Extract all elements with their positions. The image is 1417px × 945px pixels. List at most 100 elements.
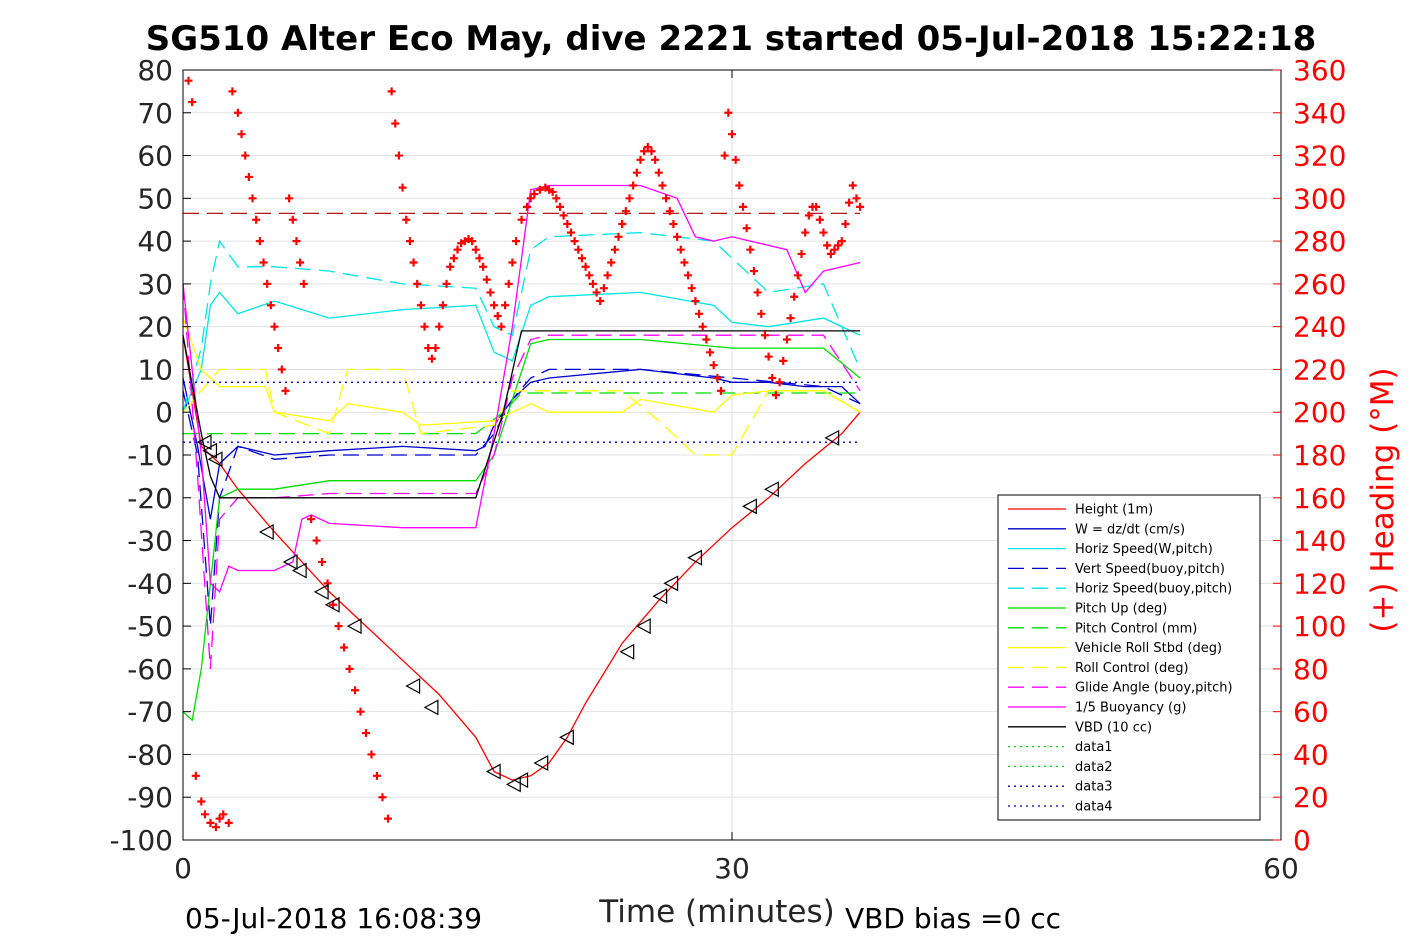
- heading-point: [493, 311, 502, 320]
- heading-point: [555, 202, 564, 211]
- heading-point: [552, 194, 561, 203]
- vbd-marker: [513, 772, 529, 789]
- heading-point: [684, 271, 693, 280]
- legend: Height (1m) W = dz/dt (cm/s) Horiz Speed(W…: [997, 494, 1261, 821]
- heading-point: [442, 279, 451, 288]
- y-tick-label-left: 70: [137, 97, 173, 130]
- heading-point: [367, 750, 376, 759]
- y-tick-label-left: -10: [127, 439, 173, 472]
- heading-point: [413, 279, 422, 288]
- heading-point: [215, 814, 224, 823]
- heading-point: [420, 322, 429, 331]
- heading-point: [241, 151, 250, 160]
- heading-point: [449, 254, 458, 263]
- heading-point: [779, 356, 788, 365]
- heading-point: [468, 237, 477, 246]
- y-tick-label-left: 20: [137, 311, 173, 344]
- heading-point: [848, 181, 857, 190]
- heading-point: [211, 823, 220, 832]
- heading-point: [497, 322, 506, 331]
- legend-label-11: VBD (10 cc): [1075, 720, 1152, 735]
- heading-point: [292, 237, 301, 246]
- y-tick-label-left: 0: [155, 396, 173, 429]
- heading-point: [687, 284, 696, 293]
- heading-point: [372, 771, 381, 780]
- heading-point: [585, 271, 594, 280]
- heading-point: [724, 108, 733, 117]
- heading-point: [607, 258, 616, 267]
- heading-point: [834, 241, 843, 250]
- heading-point: [307, 515, 316, 524]
- legend-label-4: Horiz Speed(buoy,pitch): [1075, 582, 1232, 597]
- y-axis-label-right: (+) Heading (°M): [1365, 367, 1401, 632]
- vbd-marker: [282, 553, 298, 570]
- heading-point: [237, 130, 246, 139]
- heading-point: [340, 643, 349, 652]
- vbd-marker: [652, 588, 668, 605]
- y-tick-label-right: 40: [1293, 738, 1329, 771]
- legend-label-5: Pitch Up (deg): [1075, 602, 1167, 617]
- heading-point: [625, 194, 634, 203]
- legend-label-7: Vehicle Roll Stbd (deg): [1075, 641, 1222, 656]
- y-tick-label-right: 340: [1293, 97, 1346, 130]
- heading-point: [248, 194, 257, 203]
- heading-point: [658, 181, 667, 190]
- heading-point: [431, 344, 440, 353]
- heading-point: [398, 183, 407, 192]
- y-tick-label-left: -40: [127, 567, 173, 600]
- heading-point: [574, 245, 583, 254]
- heading-point: [749, 267, 758, 276]
- series-line-5: [182, 338, 861, 722]
- heading-point: [651, 155, 660, 164]
- heading-point: [742, 224, 751, 233]
- heading-point: [490, 301, 499, 310]
- vbd-marker: [619, 643, 635, 660]
- heading-point: [312, 536, 321, 545]
- y-tick-label-left: -100: [109, 824, 173, 857]
- vbd-marker: [258, 523, 274, 541]
- heading-point: [746, 245, 755, 254]
- y-tick-label-right: 200: [1293, 396, 1346, 429]
- vbd-marker: [313, 583, 329, 600]
- heading-point: [735, 181, 744, 190]
- footer-timestamp: 05-Jul-2018 16:08:39: [185, 902, 482, 935]
- heading-point: [738, 202, 747, 211]
- heading-point: [299, 279, 308, 288]
- heading-point: [559, 211, 568, 220]
- heading-point: [504, 279, 513, 288]
- vbd-marker: [202, 442, 218, 459]
- heading-point: [760, 331, 769, 340]
- heading-point: [435, 322, 444, 331]
- heading-point: [823, 241, 832, 250]
- legend-label-9: Glide Angle (buoy,pitch): [1075, 681, 1233, 696]
- series-line-10: [182, 184, 861, 594]
- y-tick-label-right: 220: [1293, 353, 1346, 386]
- heading-point: [588, 279, 597, 288]
- vbd-marker: [763, 481, 779, 498]
- heading-point: [610, 245, 619, 254]
- heading-point: [184, 76, 193, 85]
- vbd-marker: [687, 549, 702, 566]
- heading-point: [815, 215, 824, 224]
- heading-point: [837, 237, 846, 246]
- heading-point: [647, 147, 656, 156]
- heading-point: [691, 297, 700, 305]
- heading-point: [197, 797, 206, 806]
- vbd-marker: [405, 677, 421, 695]
- y-tick-label-right: 80: [1293, 653, 1329, 686]
- heading-point: [409, 258, 418, 267]
- heading-point: [228, 87, 237, 96]
- heading-point: [654, 168, 663, 177]
- heading-point: [405, 237, 414, 246]
- heading-point: [387, 87, 396, 96]
- heading-point: [801, 228, 810, 237]
- heading-point: [673, 232, 682, 241]
- heading-point: [233, 108, 242, 117]
- legend-label-2: Horiz Speed(W,pitch): [1075, 542, 1213, 557]
- heading-point: [570, 237, 579, 246]
- heading-point: [581, 262, 590, 271]
- y-tick-label-left: 80: [137, 54, 173, 87]
- heading-point: [274, 344, 283, 353]
- y-tick-label-right: 0: [1293, 824, 1311, 857]
- heading-point: [669, 220, 678, 228]
